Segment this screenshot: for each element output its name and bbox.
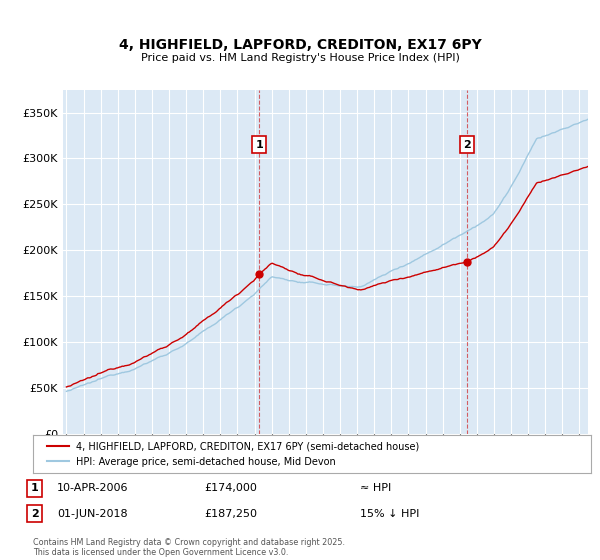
Text: Price paid vs. HM Land Registry's House Price Index (HPI): Price paid vs. HM Land Registry's House …	[140, 53, 460, 63]
Text: 10-APR-2006: 10-APR-2006	[57, 483, 128, 493]
Text: 2: 2	[31, 508, 38, 519]
Text: £187,250: £187,250	[204, 508, 257, 519]
Text: ≈ HPI: ≈ HPI	[360, 483, 391, 493]
Legend: 4, HIGHFIELD, LAPFORD, CREDITON, EX17 6PY (semi-detached house), HPI: Average pr: 4, HIGHFIELD, LAPFORD, CREDITON, EX17 6P…	[43, 437, 424, 471]
Text: 1: 1	[31, 483, 38, 493]
Text: £174,000: £174,000	[204, 483, 257, 493]
Text: 01-JUN-2018: 01-JUN-2018	[57, 508, 128, 519]
Text: 4, HIGHFIELD, LAPFORD, CREDITON, EX17 6PY: 4, HIGHFIELD, LAPFORD, CREDITON, EX17 6P…	[119, 38, 481, 52]
Text: 1: 1	[255, 139, 263, 150]
Text: 15% ↓ HPI: 15% ↓ HPI	[360, 508, 419, 519]
Text: Contains HM Land Registry data © Crown copyright and database right 2025.
This d: Contains HM Land Registry data © Crown c…	[33, 538, 345, 557]
Text: 2: 2	[463, 139, 471, 150]
